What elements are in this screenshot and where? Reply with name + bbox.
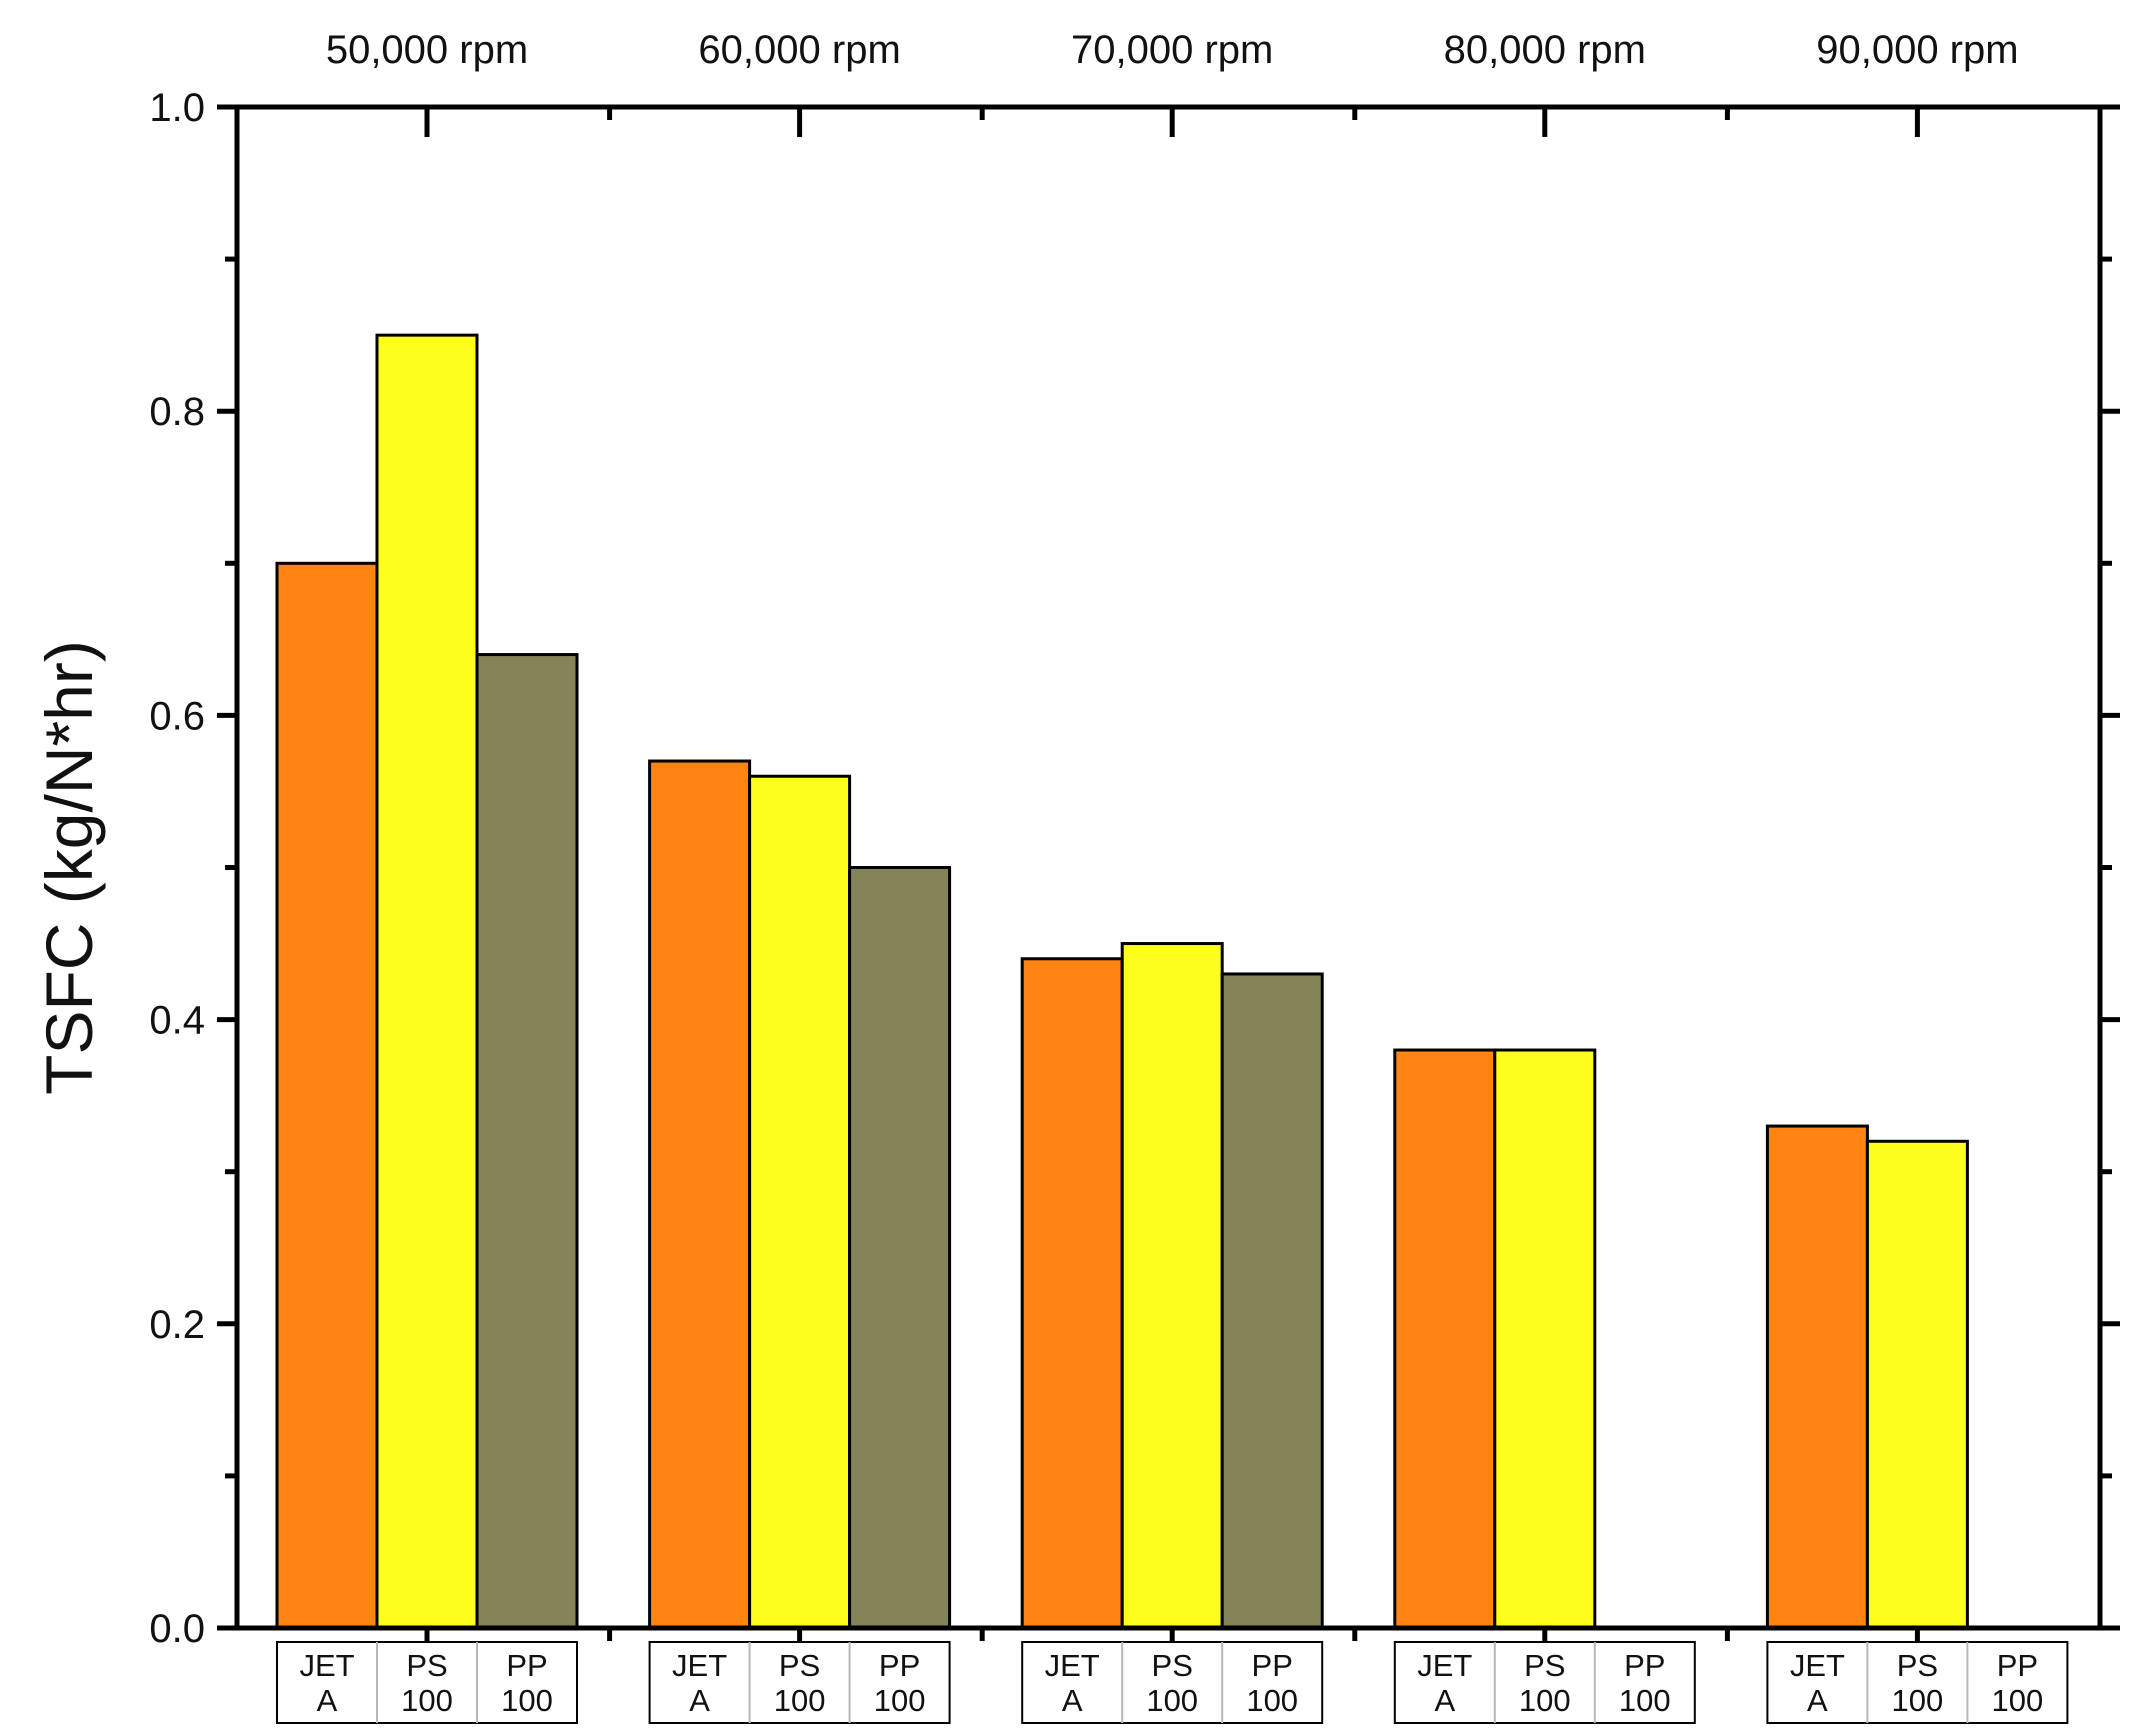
- y-tick-label: 0.6: [149, 694, 205, 738]
- bar-pp-100-group-2: [848, 866, 952, 1630]
- plot-area: 0.0 0.2 0.4 0.6 0.8 1.0 50,000 rpm 60,000 rpm 70…: [149, 28, 2120, 1724]
- bar-pp-100-group-1: [475, 653, 579, 1630]
- bar-jet-a-group-4: [1393, 1048, 1497, 1630]
- group-label: 80,000 rpm: [1444, 28, 1646, 72]
- category-label-line1: JET: [299, 1648, 354, 1683]
- bar-pp-100-group-3: [1220, 972, 1324, 1630]
- group-label: 90,000 rpm: [1816, 28, 2018, 72]
- category-label-line2: 100: [1619, 1683, 1671, 1718]
- bar-ps-100-group-5: [1865, 1139, 1969, 1630]
- category-label-line1: PS: [1524, 1648, 1565, 1683]
- category-label-line1: PP: [1997, 1648, 2038, 1683]
- y-tick-label: 0.2: [149, 1303, 205, 1347]
- y-tick-label: 0.8: [149, 390, 205, 434]
- bar-ps-100-group-4: [1493, 1048, 1597, 1630]
- category-label-box: [276, 1641, 578, 1724]
- category-label-line2: A: [689, 1683, 710, 1718]
- bar-ps-100-group-3: [1120, 942, 1224, 1630]
- category-label-line2: 100: [1892, 1683, 1944, 1718]
- category-label-box: [1393, 1641, 1696, 1724]
- category-label-line1: PP: [1252, 1648, 1293, 1683]
- bar-jet-a-group-2: [648, 759, 752, 1630]
- bar-ps-100-group-1: [375, 333, 479, 1630]
- category-label-line2: 100: [874, 1683, 926, 1718]
- y-tick-label: 1.0: [149, 86, 205, 130]
- group-label: 70,000 rpm: [1071, 28, 1273, 72]
- category-label-line2: 100: [1992, 1683, 2044, 1718]
- category-label-box: [1021, 1641, 1324, 1724]
- category-label-line2: 100: [1146, 1683, 1198, 1718]
- category-label-line2: A: [1062, 1683, 1083, 1718]
- category-label-line1: JET: [1045, 1648, 1100, 1683]
- category-label-line2: 100: [401, 1683, 453, 1718]
- category-label-line1: PP: [879, 1648, 920, 1683]
- group-label: 50,000 rpm: [326, 28, 528, 72]
- category-label-line2: A: [1434, 1683, 1455, 1718]
- group-label: 60,000 rpm: [698, 28, 900, 72]
- category-label-line2: A: [317, 1683, 338, 1718]
- y-axis-title: TSFC (kg/N*hr): [32, 640, 106, 1095]
- category-label-line1: PS: [779, 1648, 820, 1683]
- category-label-line1: PP: [506, 1648, 547, 1683]
- category-label-box: [1766, 1641, 2069, 1724]
- category-label-line2: 100: [774, 1683, 826, 1718]
- category-label-line2: A: [1807, 1683, 1828, 1718]
- category-label-line1: PS: [406, 1648, 447, 1683]
- y-tick-label: 0.4: [149, 999, 205, 1043]
- category-label-line2: 100: [501, 1683, 553, 1718]
- bar-jet-a-group-3: [1020, 957, 1124, 1630]
- category-label-box: [648, 1641, 951, 1724]
- category-label-line1: PS: [1897, 1648, 1938, 1683]
- y-tick-label: 0.0: [149, 1607, 205, 1651]
- bar-ps-100-group-2: [748, 774, 852, 1630]
- category-label-line1: PP: [1624, 1648, 1665, 1683]
- category-label-line2: 100: [1246, 1683, 1298, 1718]
- category-label-line1: JET: [1417, 1648, 1472, 1683]
- category-label-line2: 100: [1519, 1683, 1571, 1718]
- category-label-line1: JET: [672, 1648, 727, 1683]
- bar-jet-a-group-1: [275, 561, 379, 1630]
- category-label-line1: JET: [1790, 1648, 1845, 1683]
- category-label-line1: PS: [1152, 1648, 1193, 1683]
- bar-jet-a-group-5: [1765, 1124, 1869, 1630]
